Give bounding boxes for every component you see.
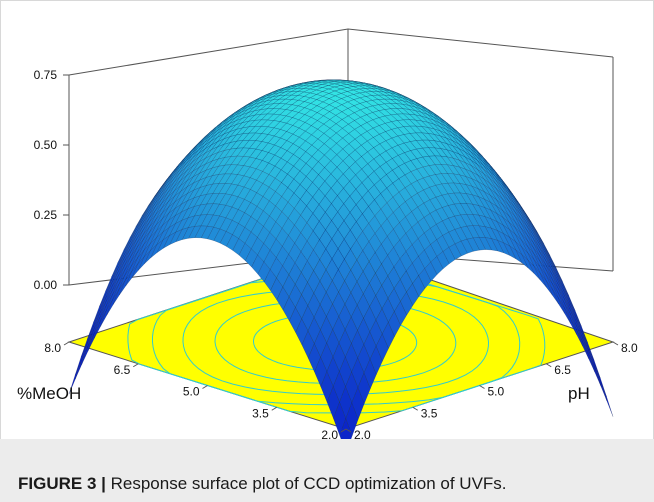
caption-background bbox=[0, 439, 654, 502]
figure-caption-text: Response surface plot of CCD optimizatio… bbox=[110, 474, 507, 493]
ph-axis-label: pH bbox=[568, 384, 590, 403]
meoh-tick-label: 2.0 bbox=[321, 428, 338, 439]
ph-tick-label: 3.5 bbox=[421, 406, 438, 420]
surface-patch bbox=[74, 342, 88, 376]
meoh-tick-mark bbox=[132, 363, 139, 368]
ph-tick-mark bbox=[612, 341, 619, 346]
meoh-axis-ticks: 2.0 3.5 5.0 6.5 8.0 bbox=[44, 341, 347, 439]
response-surface-chart: 0.00 0.25 0.50 0.75 2.0 3.5 5.0 6.5 8.0 2.0 3.5 5… bbox=[17, 28, 638, 439]
ph-tick-mark bbox=[412, 406, 419, 411]
ph-tick-label: 6.5 bbox=[554, 363, 571, 377]
ph-tick-label: 8.0 bbox=[621, 341, 638, 355]
meoh-tick-mark bbox=[202, 385, 208, 389]
surface-patch bbox=[75, 346, 88, 380]
response-surface bbox=[68, 79, 614, 439]
meoh-tick-label: 5.0 bbox=[183, 385, 200, 399]
z-axis-ticks: 0.00 0.25 0.50 0.75 bbox=[34, 68, 69, 292]
z-tick-label: 0.75 bbox=[34, 68, 58, 82]
ph-axis-ticks: 2.0 3.5 5.0 6.5 8.0 bbox=[345, 341, 638, 439]
z-tick-label: 0.00 bbox=[34, 278, 58, 292]
figure-caption: FIGURE 3 | Response surface plot of CCD … bbox=[18, 474, 507, 494]
meoh-tick-mark bbox=[271, 406, 278, 411]
ph-tick-mark bbox=[479, 385, 485, 389]
z-tick-label: 0.25 bbox=[34, 208, 58, 222]
meoh-tick-label: 8.0 bbox=[44, 341, 61, 355]
figure-caption-label: FIGURE 3 | bbox=[18, 474, 106, 493]
meoh-tick-mark bbox=[63, 341, 70, 346]
meoh-axis-label: %MeOH bbox=[17, 384, 81, 403]
ph-tick-label: 2.0 bbox=[354, 428, 371, 439]
meoh-tick-label: 3.5 bbox=[252, 406, 269, 420]
ph-tick-mark bbox=[545, 363, 552, 368]
z-tick-label: 0.50 bbox=[34, 138, 58, 152]
meoh-tick-mark bbox=[340, 428, 347, 433]
ph-tick-label: 5.0 bbox=[488, 385, 505, 399]
meoh-tick-label: 6.5 bbox=[114, 363, 131, 377]
figure-frame: 0.00 0.25 0.50 0.75 2.0 3.5 5.0 6.5 8.0 2.0 3.5 5… bbox=[0, 0, 654, 440]
ph-tick-mark bbox=[345, 428, 352, 433]
